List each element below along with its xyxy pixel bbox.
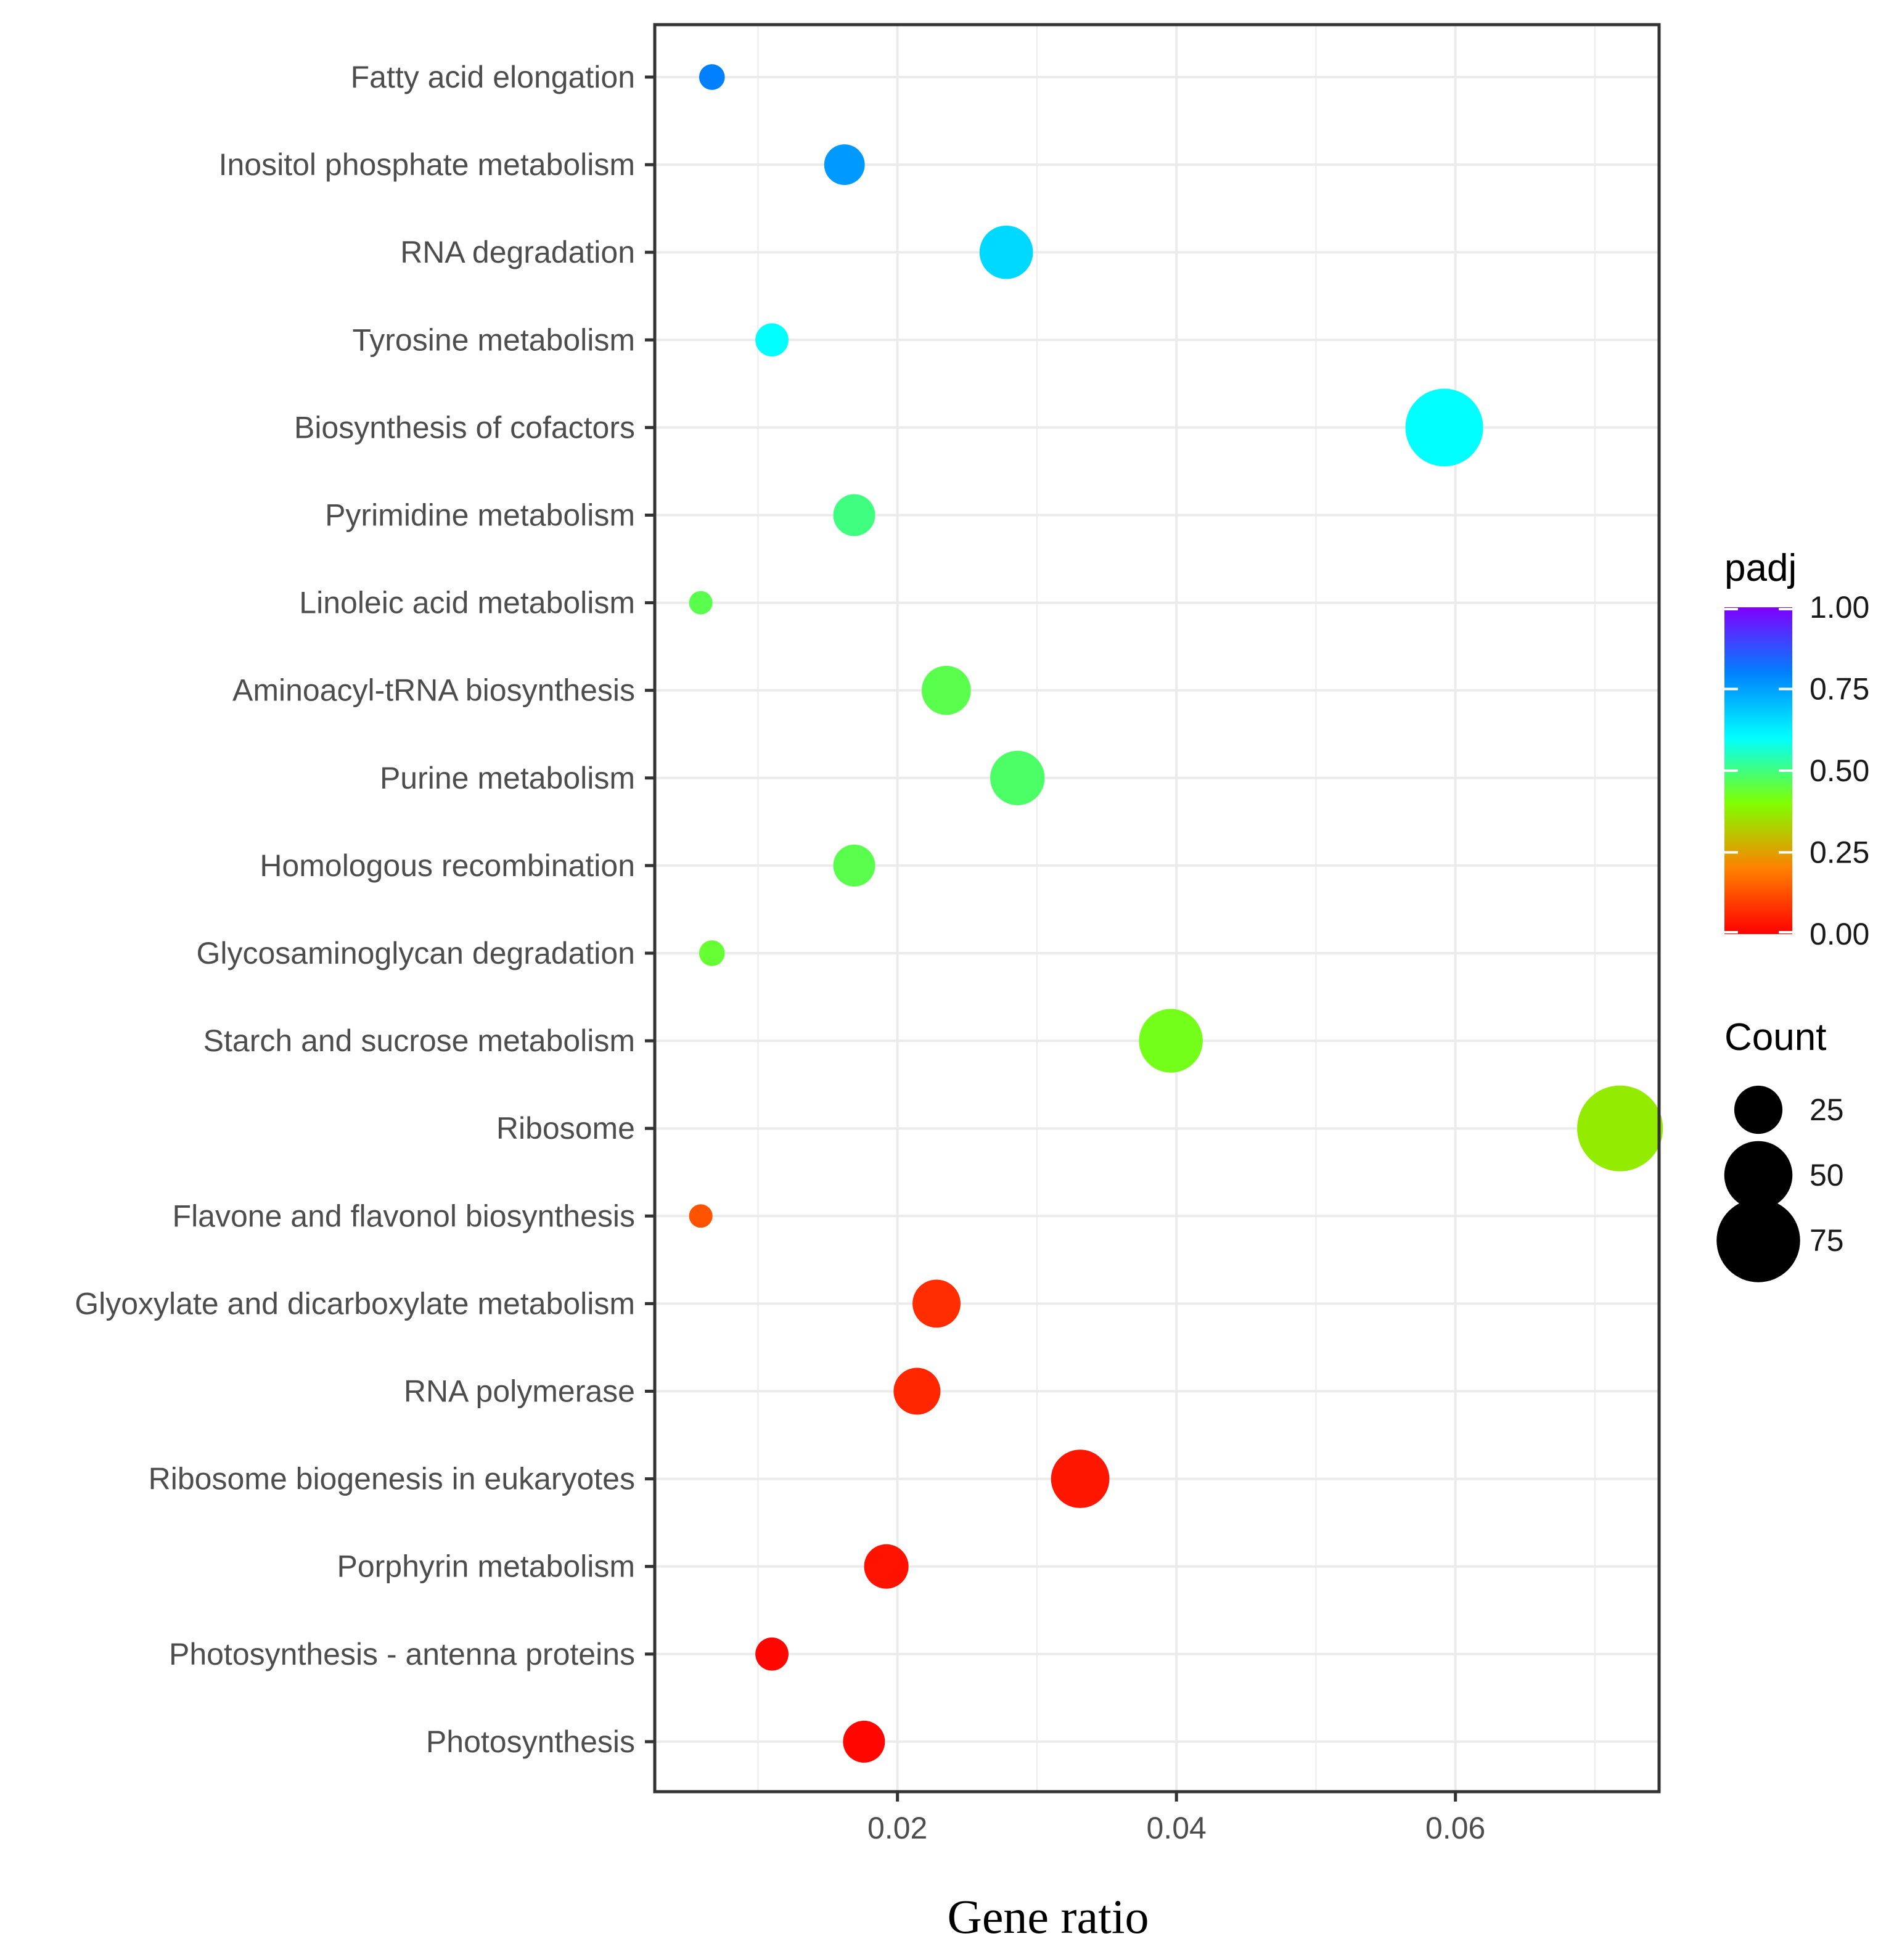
data-point [824, 144, 865, 186]
y-category-label: Biosynthesis of cofactors [294, 410, 635, 445]
data-point [1577, 1085, 1663, 1171]
padj-colorbar-ticks: 1.00 0.75 0.50 0.25 0.00 [1724, 590, 1869, 951]
plot-panel [653, 23, 1663, 1794]
y-category-label: Glycosaminoglycan degradation [196, 936, 635, 970]
data-point [1139, 1009, 1203, 1073]
data-point [893, 1367, 941, 1415]
data-point [1405, 388, 1483, 467]
data-point [699, 64, 725, 90]
y-category-label: Photosynthesis - antenna proteins [169, 1637, 635, 1671]
plot-panel-border [653, 23, 1661, 1794]
y-category-label: Inositol phosphate metabolism [219, 147, 635, 182]
y-axis: Fatty acid elongation Inositol phosphate … [75, 60, 655, 1759]
data-point [979, 225, 1033, 279]
y-category-label: Flavone and flavonol biosynthesis [173, 1199, 635, 1233]
data-point [833, 494, 875, 536]
data-point [689, 1204, 713, 1228]
data-point [755, 1637, 789, 1671]
y-category-label: Ribosome biogenesis in eukaryotes [149, 1462, 635, 1496]
y-category-label: Linoleic acid metabolism [299, 586, 635, 620]
x-tick-label: 0.06 [1425, 1811, 1485, 1845]
colorbar-tick-label: 0.00 [1810, 917, 1869, 951]
data-point [921, 665, 971, 715]
count-legend-circle [1724, 1141, 1793, 1210]
data-point [699, 940, 725, 966]
padj-legend-title: padj [1724, 547, 1797, 589]
y-category-label: Photosynthesis [426, 1724, 635, 1759]
data-point [990, 750, 1045, 805]
data-point [1051, 1449, 1110, 1508]
count-legend-label: 50 [1810, 1158, 1844, 1192]
y-category-label: Fatty acid elongation [351, 60, 635, 94]
data-point [689, 591, 713, 615]
y-category-label: Aminoacyl-tRNA biosynthesis [232, 673, 635, 708]
count-legend-entries: 25 50 75 [1716, 1085, 1844, 1282]
count-legend-circle [1716, 1199, 1800, 1282]
count-legend: Count 25 50 75 [1716, 1016, 1844, 1282]
y-category-label: RNA degradation [400, 235, 635, 269]
colorbar-tick-label: 0.50 [1810, 753, 1869, 788]
data-points [689, 64, 1663, 1763]
grid-lines [655, 25, 1659, 1792]
y-category-label: Starch and sucrose metabolism [203, 1023, 635, 1058]
x-tick-label: 0.04 [1147, 1811, 1207, 1845]
colorbar-tick-label: 0.75 [1810, 672, 1869, 707]
count-legend-label: 75 [1810, 1223, 1844, 1258]
count-legend-circle [1734, 1085, 1783, 1134]
y-category-label: Purine metabolism [380, 761, 635, 795]
data-point [833, 844, 875, 887]
y-category-label: Ribosome [496, 1111, 635, 1146]
y-category-label: Tyrosine metabolism [353, 322, 636, 357]
y-category-label: RNA polymerase [404, 1374, 635, 1409]
colorbar-tick-label: 0.25 [1810, 835, 1869, 870]
count-legend-label: 25 [1810, 1093, 1844, 1127]
colorbar-tick-label: 1.00 [1810, 590, 1869, 625]
count-legend-title: Count [1724, 1016, 1826, 1059]
data-point [755, 323, 789, 357]
y-category-label: Pyrimidine metabolism [325, 498, 635, 533]
data-point [843, 1720, 885, 1763]
plot-panel-background [655, 25, 1659, 1792]
x-axis-title: Gene ratio [947, 1890, 1149, 1943]
x-tick-label: 0.02 [867, 1811, 927, 1845]
x-axis: 0.02 0.04 0.06 [867, 1792, 1485, 1845]
y-category-label: Porphyrin metabolism [337, 1549, 635, 1584]
y-category-label: Homologous recombination [260, 848, 635, 883]
data-point [912, 1279, 961, 1328]
y-category-label: Glyoxylate and dicarboxylate metabolism [75, 1286, 635, 1321]
data-point [864, 1544, 909, 1589]
padj-legend: padj 1.00 0.75 0.50 0.25 0.00 [1724, 547, 1869, 951]
